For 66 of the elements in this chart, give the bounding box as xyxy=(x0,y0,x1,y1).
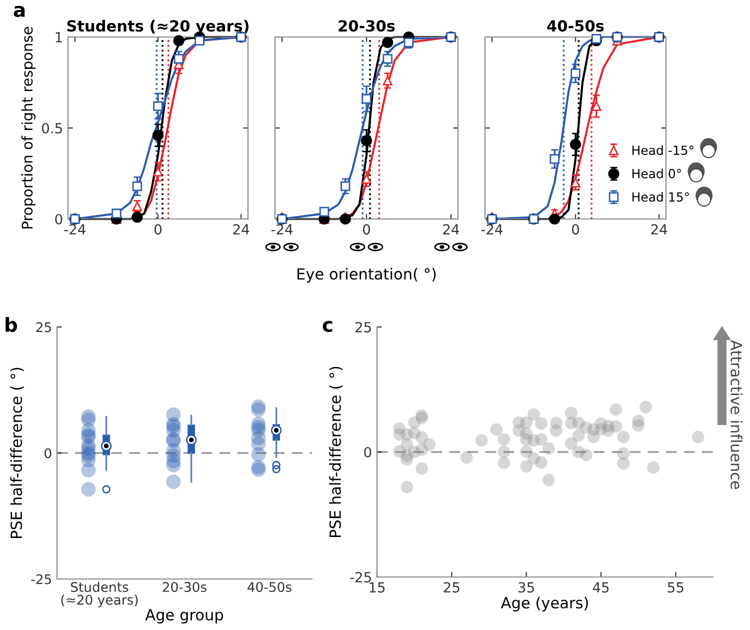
y-axis-title: Proportion of right response xyxy=(21,26,36,228)
y-tick-label: 0 xyxy=(44,448,52,458)
text: c xyxy=(322,320,332,332)
x-tick-label: 0 xyxy=(572,224,579,235)
point xyxy=(382,54,392,64)
x-tick-label: 24 xyxy=(651,224,668,234)
x-axis-title: Age group xyxy=(145,609,224,624)
text: Attractive influence xyxy=(730,340,742,490)
chart-title: 40-50s xyxy=(547,20,604,32)
text: b xyxy=(6,317,18,332)
y-tick-label: 0 xyxy=(55,214,62,224)
point xyxy=(340,181,350,192)
x-axis-title: Age (years) xyxy=(500,596,588,612)
point xyxy=(549,213,560,225)
chart-title: Students (≈20 years) xyxy=(67,20,249,35)
point xyxy=(174,54,184,64)
x-tick-label: 25 xyxy=(444,582,460,593)
legend-label: Head -15° xyxy=(632,145,694,155)
point xyxy=(570,68,580,78)
x-tick-label: -24 xyxy=(271,224,293,234)
point xyxy=(382,36,394,48)
point xyxy=(570,138,582,150)
point xyxy=(319,206,330,217)
x-tick-label: -24 xyxy=(481,224,503,234)
point xyxy=(340,213,351,225)
point xyxy=(362,94,372,104)
point xyxy=(112,208,122,218)
x-tick-label: 24 xyxy=(443,224,460,234)
y-tick-label: 25 xyxy=(36,322,51,332)
x-tick-label: 24 xyxy=(233,224,250,234)
x-tick-label: 35 xyxy=(518,582,534,593)
x-tick-label: 0 xyxy=(154,224,162,235)
x-tick-label: 15 xyxy=(370,582,385,593)
x-tick-label: 40-50s xyxy=(248,582,292,592)
point xyxy=(153,166,163,177)
point xyxy=(173,35,184,46)
y-axis-title: PSE half-difference ( °) xyxy=(329,366,343,537)
y-tick-label: -25 xyxy=(31,574,51,584)
text: a xyxy=(14,6,25,18)
point xyxy=(132,212,143,223)
point xyxy=(132,181,142,192)
point xyxy=(382,76,392,86)
point xyxy=(362,174,372,184)
point xyxy=(194,36,204,46)
legend-label: Head 15° xyxy=(632,192,689,202)
point xyxy=(550,154,560,164)
legend-label: Head 0° xyxy=(632,168,681,178)
x-tick-label: -24 xyxy=(64,224,86,234)
chart-title: 20-30s xyxy=(338,20,395,32)
point xyxy=(592,34,602,44)
point xyxy=(360,135,372,146)
x-axis-title: Eye orientation( °) xyxy=(298,268,436,283)
x-tick-label: 20-30s xyxy=(162,582,206,592)
y-tick-label: 0 xyxy=(364,446,372,458)
x-tick-label: Students (≈20 years) xyxy=(61,582,138,608)
point xyxy=(592,101,602,112)
point xyxy=(152,130,164,141)
y-tick-label: 0.5 xyxy=(42,122,62,134)
x-tick-label: 55 xyxy=(668,582,684,593)
y-tick-label: 1 xyxy=(56,32,62,42)
point xyxy=(570,178,580,188)
point xyxy=(153,101,163,112)
y-tick-label: 25 xyxy=(355,322,371,332)
x-tick-label: 45 xyxy=(592,582,609,593)
y-tick-label: -25 xyxy=(350,572,371,582)
y-axis-title: PSE half-difference ( °) xyxy=(10,368,24,538)
